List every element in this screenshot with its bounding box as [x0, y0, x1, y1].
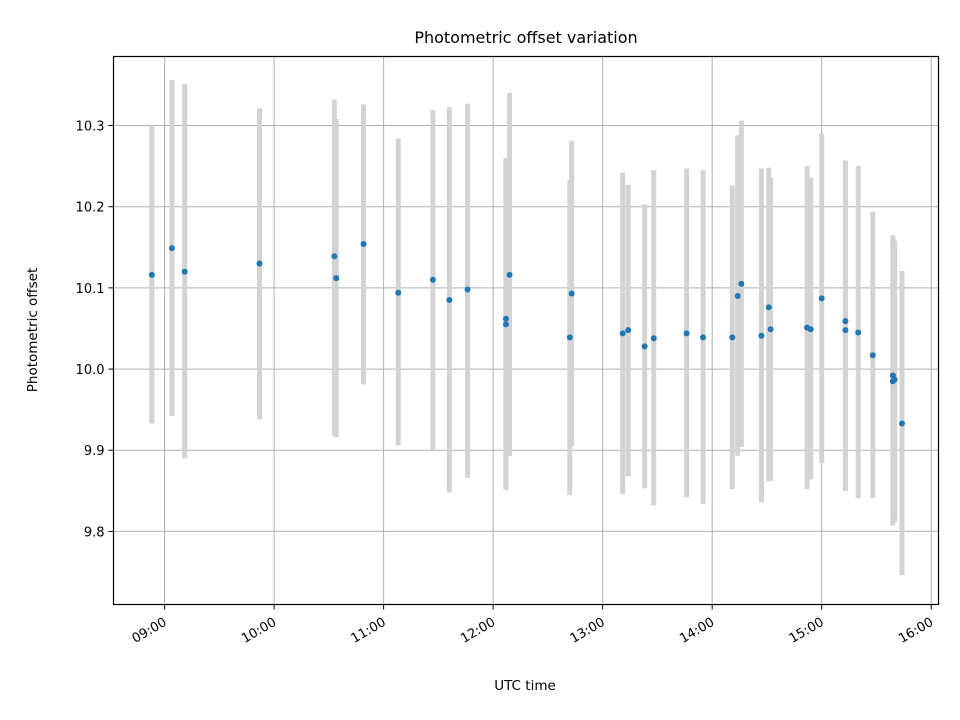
y-tick-label: 9.8 — [84, 525, 105, 540]
data-point — [807, 326, 814, 333]
data-point — [855, 329, 862, 336]
data-point — [568, 290, 575, 297]
y-axis: 9.8 9.9 10.0 10.1 10.2 10.3 — [76, 120, 114, 540]
data-point — [464, 286, 471, 293]
data-point — [898, 420, 905, 427]
data-point — [650, 335, 657, 342]
y-tick-label: 10.0 — [76, 363, 105, 378]
data-point — [168, 245, 175, 252]
data-point — [729, 334, 736, 341]
data-point — [619, 330, 626, 337]
data-point — [395, 289, 402, 296]
data-point — [738, 280, 745, 287]
data-point — [333, 275, 340, 282]
x-axis-label: UTC time — [494, 678, 556, 694]
data-point — [641, 343, 648, 350]
grid — [113, 56, 939, 605]
data-point — [625, 327, 632, 334]
y-axis-label: Photometric offset — [25, 268, 41, 392]
data-point — [148, 271, 155, 278]
data-point — [818, 295, 825, 302]
y-tick-label: 9.9 — [84, 444, 105, 459]
data-point — [758, 332, 765, 339]
y-tick-label: 10.2 — [76, 201, 105, 216]
data-point — [700, 334, 707, 341]
data-point — [181, 268, 188, 275]
data-point — [256, 260, 263, 267]
data-point — [734, 292, 741, 299]
data-point — [360, 241, 367, 248]
data-point — [446, 297, 453, 304]
data-point — [767, 326, 774, 333]
plot-frame — [112, 55, 940, 606]
data-point — [506, 271, 513, 278]
data-point — [683, 330, 690, 337]
data-point — [869, 352, 876, 359]
data-point — [842, 327, 849, 334]
y-tick-label: 10.1 — [76, 282, 105, 297]
data-points — [148, 241, 905, 427]
data-point — [502, 315, 509, 322]
data-point — [502, 321, 509, 328]
data-point — [429, 276, 436, 283]
data-point — [566, 334, 573, 341]
y-tick-label: 10.3 — [76, 120, 105, 135]
data-point — [891, 376, 898, 383]
chart-title: Photometric offset variation — [414, 28, 637, 47]
data-point — [765, 304, 772, 311]
data-point — [331, 253, 338, 260]
data-point — [842, 318, 849, 325]
